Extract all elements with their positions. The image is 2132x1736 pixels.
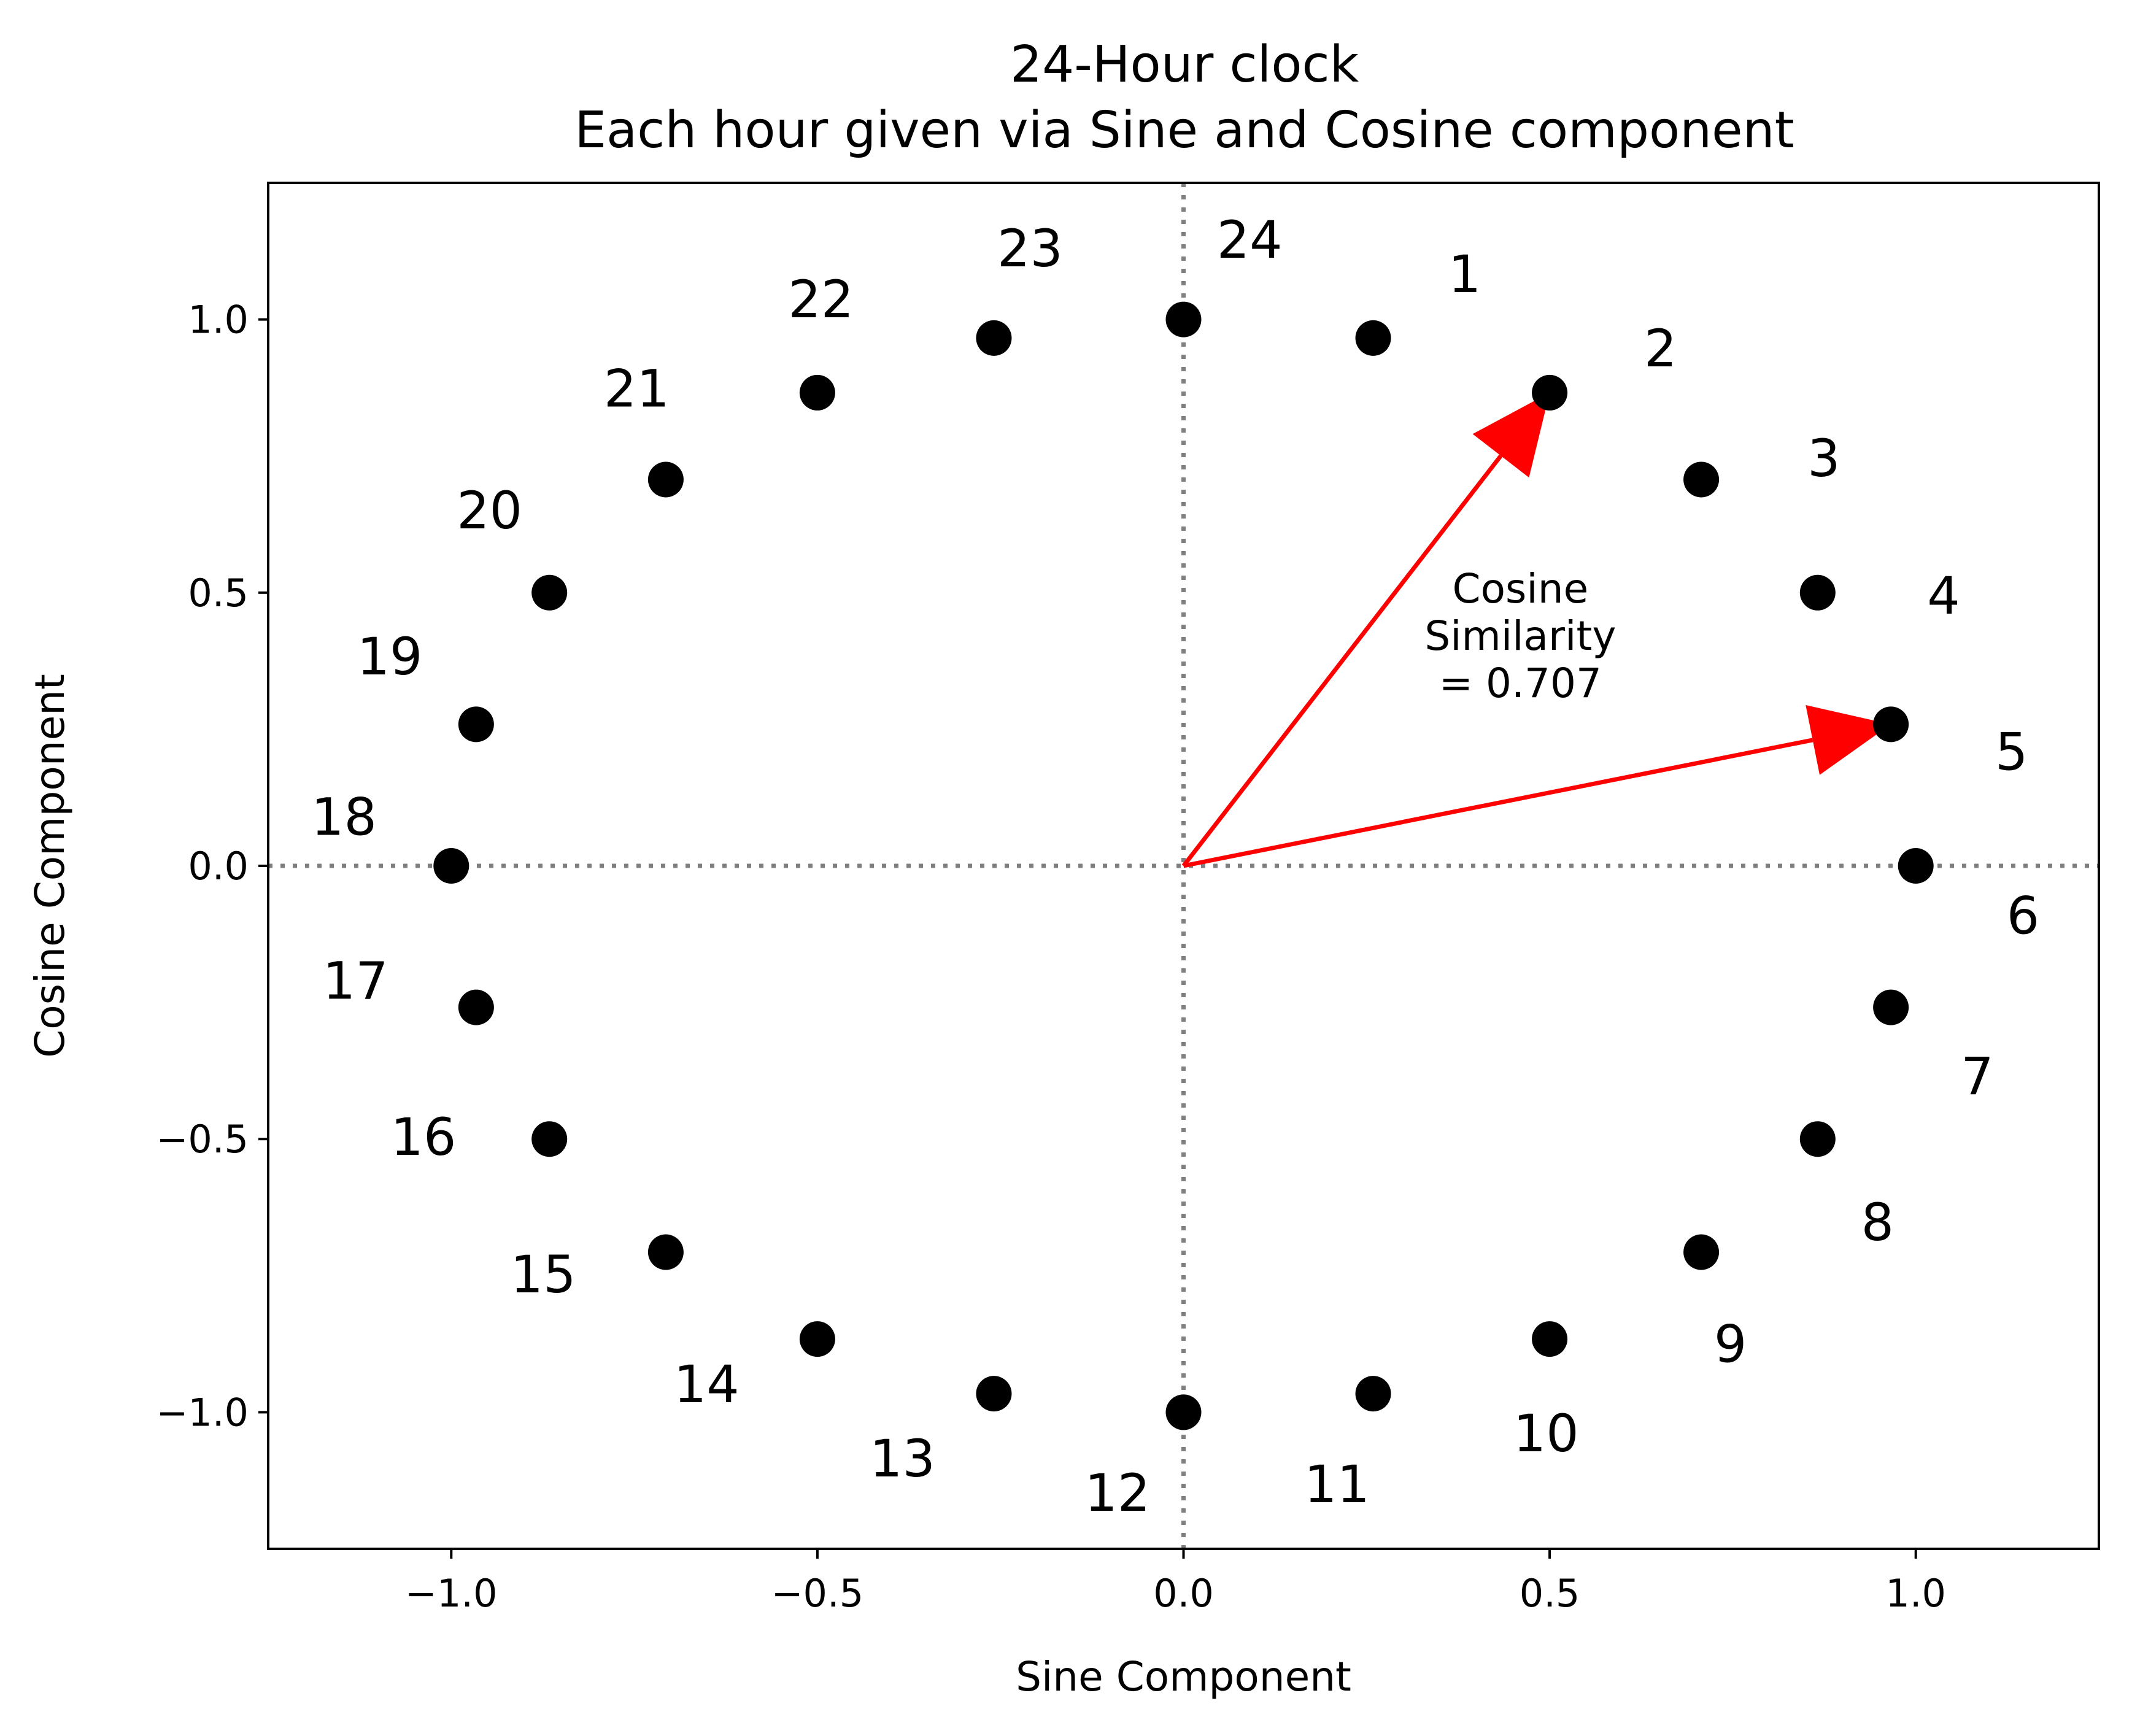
hour-point (458, 989, 494, 1025)
vector-arrows (1181, 392, 1891, 868)
hour-label: 10 (1513, 1403, 1579, 1464)
hour-point (1165, 1394, 1202, 1430)
x-tick-label: −1.0 (405, 1571, 498, 1616)
y-tick-label: 1.0 (188, 298, 249, 342)
hour-point (1799, 1121, 1836, 1157)
hour-label: 1 (1448, 244, 1481, 304)
y-tick-label: −1.0 (156, 1390, 249, 1435)
data-points (433, 301, 1934, 1430)
hour-label: 24 (1217, 210, 1283, 270)
x-tick-label: 0.0 (1153, 1571, 1214, 1616)
hour-label: 20 (457, 480, 522, 541)
hour-label: 15 (511, 1244, 576, 1305)
y-tick-label: −0.5 (156, 1117, 249, 1162)
reference-lines (268, 183, 2099, 1549)
x-axis-ticks: −1.0 −0.5 0.0 0.5 1.0 (405, 1549, 1946, 1616)
arrow-shaft (1183, 738, 1813, 868)
hour-point (458, 706, 494, 743)
x-tick-label: −0.5 (771, 1571, 864, 1616)
y-tick-label: 0.0 (188, 844, 249, 889)
hour-point (531, 574, 568, 611)
hour-point (433, 848, 469, 884)
hour-label: 5 (1995, 722, 2028, 782)
hour-label: 14 (674, 1354, 740, 1414)
hour-label: 2 (1644, 318, 1677, 379)
hour-label: 12 (1084, 1463, 1150, 1523)
hour-label: 6 (2007, 885, 2039, 946)
y-axis-label: Cosine Component (26, 674, 74, 1058)
cosine-similarity-annotation: Cosine Similarity = 0.707 (1424, 565, 1616, 707)
hour-point (976, 320, 1012, 356)
hour-point (1873, 989, 1909, 1025)
chart-title-line: 24-Hour clock (1010, 36, 1359, 94)
chart-title: 24-Hour clock Each hour given via Sine an… (574, 36, 1794, 160)
chart-title-line: Each hour given via Sine and Cosine comp… (574, 101, 1794, 160)
hour-label: 8 (1861, 1192, 1894, 1252)
hour-point (1683, 461, 1720, 498)
hour-point (1799, 574, 1836, 611)
arrow-head (1806, 705, 1891, 775)
arrow-shaft (1181, 454, 1503, 868)
hour-point (1873, 706, 1909, 743)
annotation-line: = 0.707 (1439, 660, 1602, 707)
annotation-line: Similarity (1424, 612, 1616, 660)
hour-point (799, 374, 835, 411)
hour-label: 22 (788, 269, 854, 330)
y-tick-label: 0.5 (188, 571, 249, 615)
hour-point (647, 1234, 684, 1270)
hour-label: 9 (1714, 1314, 1747, 1375)
hour-point (1165, 301, 1202, 338)
hour-label: 4 (1927, 566, 1960, 626)
x-axis-label: Sine Component (1016, 1653, 1351, 1700)
hour-point (1532, 374, 1568, 411)
hour-point (647, 461, 684, 498)
hour-point (1898, 848, 1934, 884)
hour-label: 16 (391, 1107, 457, 1167)
x-tick-label: 0.5 (1520, 1571, 1580, 1616)
hour-label: 21 (604, 358, 670, 419)
hour-label: 11 (1304, 1454, 1370, 1514)
hour-point (799, 1321, 835, 1357)
hour-point (1532, 1321, 1568, 1357)
y-axis-ticks: −1.0 −0.5 0.0 0.5 1.0 (156, 298, 268, 1435)
hour-label: 3 (1807, 428, 1840, 488)
hour-point (1355, 320, 1391, 356)
hour-label: 19 (357, 627, 423, 687)
annotation-line: Cosine (1453, 565, 1589, 612)
hour-label: 23 (997, 218, 1063, 279)
arrow (1183, 705, 1891, 868)
hour-label: 13 (870, 1429, 935, 1489)
hour-point (976, 1376, 1012, 1412)
hour-point (1355, 1376, 1391, 1412)
annotation-text: Cosine Similarity = 0.707 (1424, 565, 1616, 707)
hour-label: 7 (1961, 1046, 1993, 1106)
hour-point (1683, 1234, 1720, 1270)
hour-label: 17 (323, 951, 388, 1011)
arrow (1181, 392, 1550, 868)
hour-point (531, 1121, 568, 1157)
hour-label: 18 (311, 787, 377, 847)
arrow-head (1472, 392, 1550, 478)
x-tick-label: 1.0 (1885, 1571, 1946, 1616)
